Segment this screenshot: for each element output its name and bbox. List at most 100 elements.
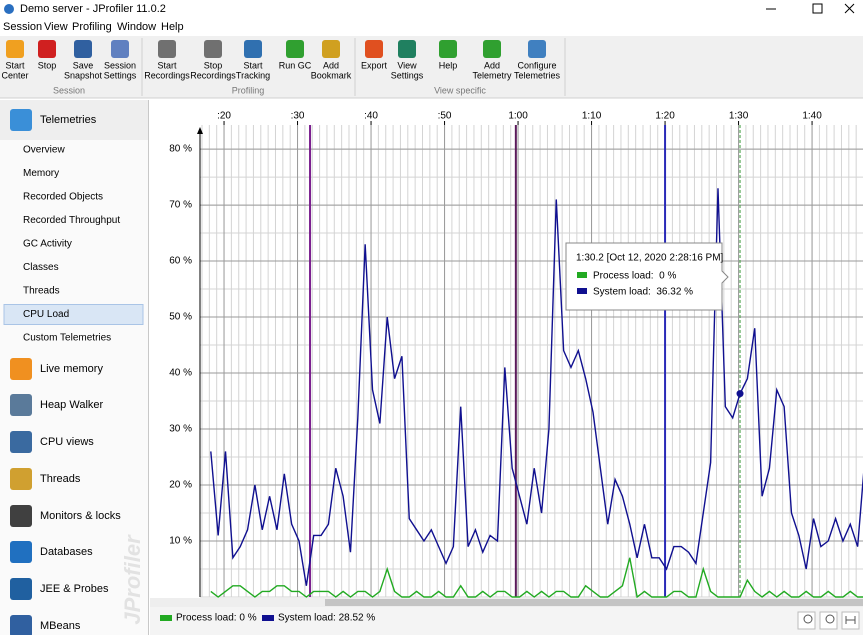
hover-point xyxy=(736,390,744,398)
x-tick-label: :30 xyxy=(291,111,305,122)
toolbar-button-label: Run GC xyxy=(279,60,312,70)
sidebar-item[interactable]: Recorded Objects xyxy=(23,192,103,203)
x-tick-label: :40 xyxy=(364,111,378,122)
toolbar-button-label: Start xyxy=(243,60,263,70)
maximize-button[interactable] xyxy=(812,3,823,14)
y-tick-label: 40 % xyxy=(169,368,192,379)
y-tick-label: 10 % xyxy=(169,536,192,547)
x-tick-label: 1:30 xyxy=(729,111,749,122)
legend-swatch xyxy=(160,615,172,621)
sidebar-item[interactable]: Classes xyxy=(23,262,59,273)
toolbar-button-label: Center xyxy=(1,70,28,80)
toolbar xyxy=(0,36,863,98)
toolbar-button-label: Recordings xyxy=(144,70,190,80)
toolbar-button-label: Add xyxy=(484,60,500,70)
series-line xyxy=(210,188,863,586)
section-icon xyxy=(10,109,32,131)
tooltip-line: Process load: 0 % xyxy=(593,271,676,282)
section-icon xyxy=(10,431,32,453)
section-icon xyxy=(10,468,32,490)
sidebar-section[interactable]: Telemetries xyxy=(40,114,97,126)
toolbar-icon xyxy=(158,40,176,58)
sidebar-section[interactable]: JEE & Probes xyxy=(40,583,109,595)
menu-item[interactable]: Session xyxy=(3,21,42,33)
toolbar-button-label: Settings xyxy=(104,70,137,80)
legend-label: System load: 28.52 % xyxy=(278,613,375,624)
toolbar-button-label: Start xyxy=(5,60,25,70)
section-icon xyxy=(10,505,32,527)
sidebar-item[interactable]: GC Activity xyxy=(23,239,72,250)
toolbar-button-label: Export xyxy=(361,60,388,70)
sidebar-section[interactable]: Live memory xyxy=(40,363,103,375)
toolbar-button-label: Telemetries xyxy=(514,70,561,80)
sidebar-section[interactable]: Databases xyxy=(40,546,93,558)
toolbar-icon xyxy=(244,40,262,58)
toolbar-button-label: Add xyxy=(323,60,339,70)
x-tick-label: 1:40 xyxy=(802,111,822,122)
toolbar-icon xyxy=(322,40,340,58)
sidebar-item[interactable]: Memory xyxy=(23,168,59,179)
toolbar-button-label: Telemetry xyxy=(472,70,512,80)
menu-item[interactable]: Window xyxy=(117,21,156,33)
x-tick-label: 1:00 xyxy=(508,111,528,122)
toolbar-button-label: Start xyxy=(157,60,177,70)
toolbar-icon xyxy=(365,40,383,58)
plot xyxy=(200,125,863,598)
sidebar-section[interactable]: CPU views xyxy=(40,436,94,448)
window-title: Demo server - JProfiler 11.0.2 xyxy=(20,3,166,15)
y-tick-label: 20 % xyxy=(169,480,192,491)
toolbar-icon xyxy=(111,40,129,58)
toolbar-icon xyxy=(528,40,546,58)
toolbar-icon xyxy=(439,40,457,58)
zoom-out-button[interactable] xyxy=(819,611,838,630)
y-tick-label: 30 % xyxy=(169,424,192,435)
toolbar-button-label: Snapshot xyxy=(64,70,103,80)
fit-icon xyxy=(845,616,856,624)
toolbar-icon xyxy=(286,40,304,58)
x-tick-label: :50 xyxy=(438,111,452,122)
toolbar-button-label: Bookmark xyxy=(311,70,352,80)
toolbar-icon xyxy=(6,40,24,58)
sidebar-section[interactable]: Heap Walker xyxy=(40,399,104,411)
tooltip-swatch xyxy=(577,288,587,294)
zoom-in-button[interactable] xyxy=(797,611,816,630)
menu-item[interactable]: Profiling xyxy=(72,21,112,33)
sidebar-section[interactable]: Threads xyxy=(40,473,81,485)
sidebar-section[interactable]: Monitors & locks xyxy=(40,510,121,522)
y-tick-label: 80 % xyxy=(169,144,192,155)
toolbar-button-label: View xyxy=(397,60,417,70)
menu-bar xyxy=(0,18,863,36)
sidebar-item[interactable]: CPU Load xyxy=(23,309,69,320)
y-tick-label: 50 % xyxy=(169,312,192,323)
x-tick-label: 1:10 xyxy=(582,111,602,122)
sidebar-item[interactable]: Recorded Throughput xyxy=(23,215,120,226)
section-icon xyxy=(10,358,32,380)
section-icon xyxy=(10,541,32,563)
app-icon xyxy=(4,4,14,14)
toolbar-icon xyxy=(204,40,222,58)
menu-item[interactable]: Help xyxy=(161,21,184,33)
sidebar-item[interactable]: Threads xyxy=(23,286,60,297)
sidebar-item[interactable]: Custom Telemetries xyxy=(23,333,111,344)
zoom-buttons xyxy=(797,611,860,630)
y-tick-label: 60 % xyxy=(169,256,192,267)
title-bar xyxy=(0,0,863,18)
x-tick-label: :20 xyxy=(217,111,231,122)
series-line xyxy=(210,557,863,598)
scroll-thumb[interactable] xyxy=(325,599,863,606)
tooltip-swatch xyxy=(577,272,587,278)
toolbar-button-label: Stop xyxy=(38,60,57,70)
close-button[interactable] xyxy=(844,3,855,14)
sidebar-item[interactable]: Overview xyxy=(23,145,65,156)
toolbar-group-label: Profiling xyxy=(232,85,265,95)
y-axis-arrow xyxy=(197,127,203,134)
toolbar-button-label: Configure xyxy=(517,60,556,70)
toolbar-icon xyxy=(483,40,501,58)
menu-item[interactable]: View xyxy=(44,21,68,33)
toolbar-button-label: Settings xyxy=(391,70,424,80)
toolbar-button-label: Recordings xyxy=(190,70,236,80)
sidebar-section[interactable]: MBeans xyxy=(40,620,81,632)
tooltip-title: 1:30.2 [Oct 12, 2020 2:28:16 PM] xyxy=(576,253,724,264)
